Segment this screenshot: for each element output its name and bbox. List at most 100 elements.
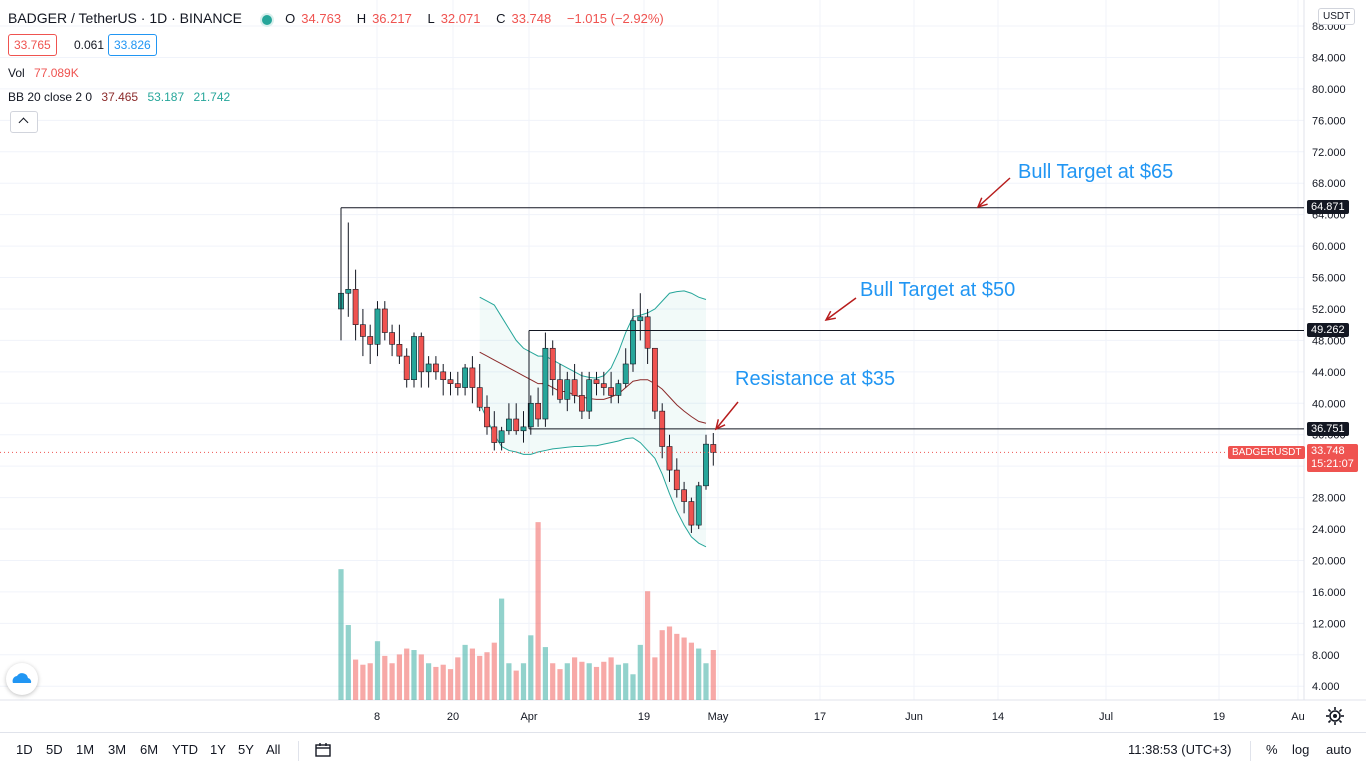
candle-body [535,402,541,420]
timeframe-5y[interactable]: 5Y [238,742,254,757]
volume-bar [491,642,497,700]
timeframe-5d[interactable]: 5D [46,742,63,757]
bb-label: BB 20 close 2 0 [8,90,93,104]
candle-body [651,347,658,412]
volume-bar [513,670,519,700]
annotation-resistance-35[interactable]: Resistance at $35 [735,368,896,390]
candle-body [462,367,468,388]
ask-price-box[interactable]: 33.826 [108,34,157,56]
bid-price-box[interactable]: 33.765 [8,34,57,56]
time-tick-label: Jun [905,711,923,723]
symbol-tag: BADGERUSDT [1228,446,1306,459]
volume-bar [433,666,439,700]
volume-bar [345,625,351,700]
candle-body [549,347,556,381]
timeframe-ytd[interactable]: YTD [172,742,198,757]
volume-bar [550,663,556,700]
arrow-bull50-head [824,310,836,322]
candle-body [695,485,702,526]
percent-scale-toggle[interactable]: % [1266,742,1278,757]
volume-bar [367,663,373,700]
volume-bar [404,648,410,700]
tradingview-logo[interactable] [6,663,38,695]
candle-body [454,383,461,388]
volume-bar [411,650,417,700]
volume-bar [579,661,585,700]
timeframe-3m[interactable]: 3M [108,742,127,757]
log-scale-toggle[interactable]: log [1292,742,1310,757]
candle-body [622,363,629,384]
price-tick-label: 16.000 [1312,587,1346,599]
candle-body [608,387,614,396]
level-tag-36: 36.751 [1307,422,1349,436]
price-chart[interactable]: 88.00084.00080.00076.00072.00068.00064.0… [0,0,1366,732]
price-tick-label: 60.000 [1312,241,1346,253]
candle-body [418,336,425,373]
candle-body [403,355,410,380]
price-tick-label: 4.000 [1312,681,1340,693]
candle-body [673,469,680,491]
volume-legend: Vol 77.089K [8,66,85,80]
candle-body [688,501,695,526]
candle-body [367,336,374,345]
symbol-title[interactable]: BADGER / TetherUS · 1D · BINANCE [8,10,242,26]
volume-bar [645,591,651,700]
volume-bar [477,655,483,700]
chart-settings-button[interactable] [1325,706,1345,726]
volume-bar [462,644,468,700]
timeframe-1y[interactable]: 1Y [210,742,226,757]
volume-bar [520,663,527,700]
candle-body [469,367,476,388]
volume-bar [572,657,578,700]
volume-bar [426,663,432,700]
time-tick-label: 19 [638,711,650,723]
bb-lower-value: 21.742 [193,90,231,104]
candle-body [593,379,600,384]
annotation-bull-target-50[interactable]: Bull Target at $50 [860,279,1016,301]
ohlc-low: L 32.071 [427,11,481,26]
candle-body [484,406,490,428]
price-tick-label: 24.000 [1312,524,1346,536]
volume-bar [586,663,592,700]
volume-bar [542,647,548,700]
price-tick-label: 52.000 [1312,304,1346,316]
annotation-bull-target-65[interactable]: Bull Target at $65 [1018,161,1174,183]
candle-body [520,426,527,432]
timeframe-6m[interactable]: 6M [140,742,159,757]
candle-body [542,347,549,420]
divider [1250,741,1251,761]
volume-bar [681,637,687,700]
clock-timezone[interactable]: 11:38:53 (UTC+3) [1128,742,1232,757]
collapse-legend-button[interactable] [10,111,38,133]
timeframe-1m[interactable]: 1M [76,742,95,757]
candle-body [666,446,673,471]
bb-fill [479,290,706,547]
bb-mid-value: 37.465 [101,90,139,104]
volume-bar [652,657,658,700]
candle-body [440,371,447,380]
time-tick-label: 19 [1213,711,1225,723]
volume-bar [506,663,512,700]
price-tick-label: 20.000 [1312,555,1346,567]
auto-scale-toggle[interactable]: auto [1326,742,1352,757]
volume-bar [499,598,505,700]
candle-body [571,379,578,396]
volume-bar [593,666,600,700]
volume-bar [535,522,541,700]
price-tick-label: 72.000 [1312,147,1346,159]
timeframe-all[interactable]: All [266,742,281,757]
gear-icon [1326,707,1344,725]
volume-bar [360,664,366,700]
volume-bar [710,650,716,700]
currency-button[interactable]: USDT [1318,8,1356,25]
candle-body [498,430,505,443]
volume-bar [601,661,607,700]
timeframe-1d[interactable]: 1D [16,742,33,757]
countdown: 15:21:07 [1311,458,1354,470]
price-tick-label: 80.000 [1312,84,1346,96]
volume-bar [630,674,636,700]
arrow-bull50 [825,297,857,321]
volume-value: 77.089K [34,66,79,80]
time-tick-label: Au [1291,711,1304,723]
date-range-button[interactable] [314,742,332,758]
